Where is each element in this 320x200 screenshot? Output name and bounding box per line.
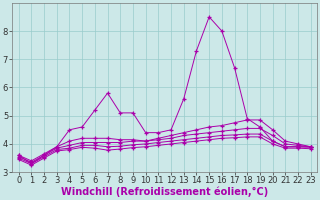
X-axis label: Windchill (Refroidissement éolien,°C): Windchill (Refroidissement éolien,°C) bbox=[61, 187, 268, 197]
